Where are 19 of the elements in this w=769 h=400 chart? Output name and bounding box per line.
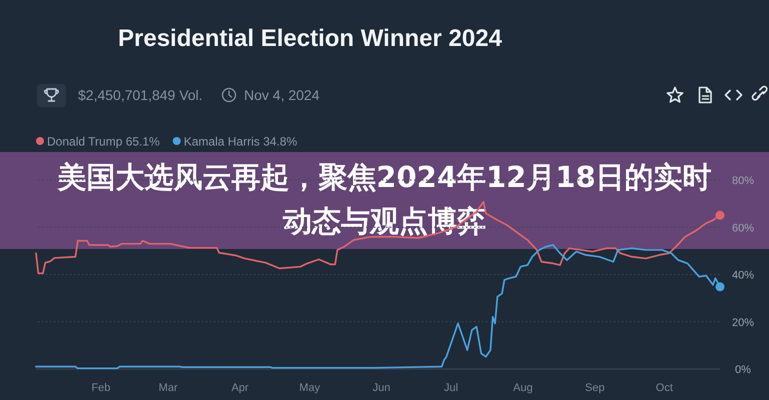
legend-label: Kamala Harris 34.8% xyxy=(184,134,298,148)
text: $2,450,701,849 Vol. xyxy=(78,87,203,103)
y-tick-label: 80% xyxy=(732,175,754,187)
x-tick-label: Mar xyxy=(158,382,178,394)
y-tick-label: 20% xyxy=(732,316,754,329)
x-tick-label: Jun xyxy=(372,382,390,394)
x-tick-label: Feb xyxy=(91,382,110,394)
chart-title: Presidential Election Winner 2024 xyxy=(118,25,503,52)
y-tick-label: 60% xyxy=(732,222,754,234)
text: Nov 4, 2024 xyxy=(244,87,320,103)
x-tick-label: Oct xyxy=(656,382,673,394)
x-tick-label: Sep xyxy=(585,382,605,394)
x-tick-label: Aug xyxy=(513,382,533,394)
x-tick-label: Jul xyxy=(444,382,458,394)
x-tick-label: Apr xyxy=(231,382,249,394)
x-tick-label: May xyxy=(299,382,320,394)
y-tick-label: 40% xyxy=(732,270,754,282)
y-tick-label: 0% xyxy=(735,364,752,376)
legend-label: Donald Trump 65.1% xyxy=(47,134,160,148)
